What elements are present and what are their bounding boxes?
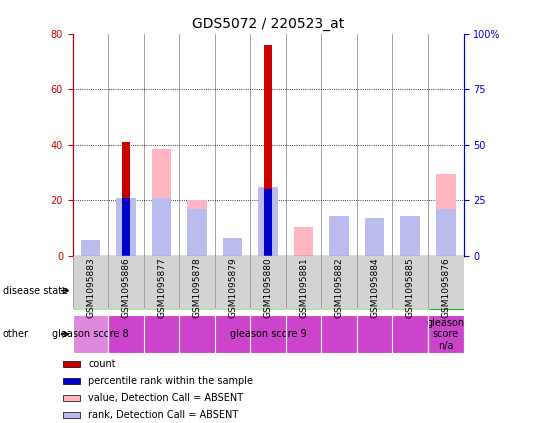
- Bar: [73, 315, 108, 353]
- Bar: [122, 142, 130, 256]
- Bar: [251, 256, 286, 309]
- Text: prostate cancer: prostate cancer: [212, 286, 289, 296]
- Text: gleason score 8: gleason score 8: [52, 329, 129, 339]
- Bar: [400, 220, 420, 256]
- Bar: [286, 256, 321, 309]
- Bar: [258, 187, 278, 256]
- Text: GSM1095880: GSM1095880: [264, 257, 273, 318]
- Bar: [357, 256, 392, 309]
- Bar: [436, 174, 455, 256]
- Text: count: count: [88, 359, 116, 369]
- Text: percentile rank within the sample: percentile rank within the sample: [88, 376, 253, 386]
- Bar: [400, 216, 420, 256]
- Bar: [264, 45, 272, 256]
- Text: gleason
score
n/a: gleason score n/a: [427, 318, 465, 351]
- Bar: [108, 315, 428, 353]
- Bar: [81, 245, 100, 256]
- Text: GSM1095877: GSM1095877: [157, 257, 166, 318]
- Bar: [63, 378, 80, 384]
- Text: contro
l: contro l: [430, 280, 461, 302]
- Text: GSM1095879: GSM1095879: [228, 257, 237, 318]
- Text: other: other: [3, 329, 29, 339]
- Bar: [392, 256, 428, 309]
- Bar: [436, 209, 455, 256]
- Text: GSM1095884: GSM1095884: [370, 257, 379, 318]
- Text: GSM1095883: GSM1095883: [86, 257, 95, 318]
- Text: GSM1095881: GSM1095881: [299, 257, 308, 318]
- Bar: [365, 218, 384, 256]
- Bar: [188, 201, 207, 256]
- Bar: [215, 256, 251, 309]
- Bar: [63, 361, 80, 367]
- Text: GSM1095885: GSM1095885: [406, 257, 414, 318]
- Bar: [188, 209, 207, 256]
- Bar: [81, 240, 100, 256]
- Text: value, Detection Call = ABSENT: value, Detection Call = ABSENT: [88, 393, 243, 403]
- Bar: [152, 198, 171, 256]
- Text: gleason score 9: gleason score 9: [230, 329, 307, 339]
- Bar: [152, 149, 171, 256]
- Bar: [63, 412, 80, 418]
- Text: GSM1095878: GSM1095878: [192, 257, 202, 318]
- Bar: [264, 190, 272, 256]
- Bar: [321, 256, 357, 309]
- Bar: [428, 315, 464, 353]
- Bar: [223, 238, 243, 256]
- Bar: [365, 220, 384, 256]
- Bar: [428, 272, 464, 310]
- Bar: [122, 198, 130, 256]
- Bar: [329, 218, 349, 256]
- Bar: [428, 256, 464, 309]
- Text: GSM1095876: GSM1095876: [441, 257, 450, 318]
- Bar: [116, 198, 136, 256]
- Bar: [108, 256, 144, 309]
- Text: disease state: disease state: [3, 286, 68, 296]
- Bar: [223, 240, 243, 256]
- Text: GSM1095882: GSM1095882: [335, 257, 344, 318]
- Bar: [179, 256, 215, 309]
- Text: GSM1095886: GSM1095886: [122, 257, 130, 318]
- Bar: [144, 256, 179, 309]
- Text: rank, Detection Call = ABSENT: rank, Detection Call = ABSENT: [88, 409, 238, 420]
- Bar: [294, 227, 314, 256]
- Bar: [63, 395, 80, 401]
- Title: GDS5072 / 220523_at: GDS5072 / 220523_at: [192, 17, 344, 31]
- Bar: [73, 256, 108, 309]
- Bar: [329, 216, 349, 256]
